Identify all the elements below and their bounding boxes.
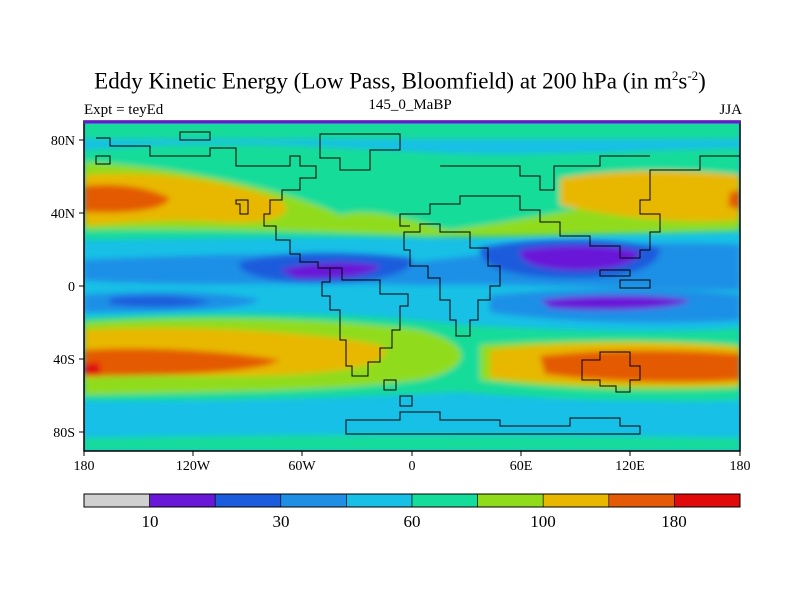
experiment-label: Expt = teyEd: [84, 102, 164, 118]
x-tick-label: 60E: [510, 459, 533, 474]
x-tick-label: 0: [409, 459, 416, 474]
y-tick-label: 40S: [53, 353, 75, 368]
colorbar-swatch: [411, 493, 478, 508]
plot-title: Eddy Kinetic Energy (Low Pass, Bloomfiel…: [94, 68, 706, 94]
colorbar-swatch: [674, 493, 741, 508]
y-axis-labels: 80N 40N 0 40S 80S: [51, 134, 75, 441]
colorbar-label: 180: [661, 512, 687, 531]
colorbar-swatch: [477, 493, 544, 508]
colorbar-swatch: [149, 493, 216, 508]
x-tick-label: 180: [74, 459, 95, 474]
coastline-layer: [95, 131, 740, 435]
y-tick-label: 80S: [53, 426, 75, 441]
colorbar: 10 30 60 100 180: [83, 493, 741, 531]
x-tick-label: 120E: [615, 459, 645, 474]
y-tick-label: 0: [68, 280, 75, 295]
colorbar-label: 30: [273, 512, 290, 531]
season-label: JJA: [719, 102, 742, 118]
y-tick-label: 40N: [51, 207, 75, 222]
colorbar-swatch: [280, 493, 347, 508]
colorbar-swatches: [83, 493, 741, 508]
x-tick-label: 120W: [176, 459, 211, 474]
colorbar-swatch: [83, 493, 150, 508]
colorbar-swatch: [608, 493, 675, 508]
x-tick-label: 60W: [288, 459, 316, 474]
colorbar-swatch: [542, 493, 610, 508]
colorbar-label: 10: [142, 512, 159, 531]
colorbar-swatch: [214, 493, 282, 508]
x-axis-labels: 180 120W 60W 0 60E 120E 180: [74, 459, 751, 474]
case-label: 145_0_MaBP: [368, 97, 452, 113]
x-tick-label: 180: [730, 459, 751, 474]
colorbar-swatch: [346, 493, 413, 508]
y-tick-label: 80N: [51, 134, 75, 149]
colorbar-label: 100: [530, 512, 556, 531]
colorbar-label: 60: [404, 512, 421, 531]
